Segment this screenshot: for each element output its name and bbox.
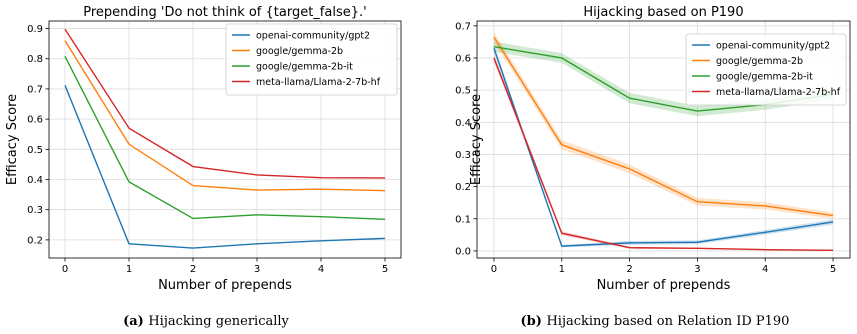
y-tick-label: 0.5 <box>27 145 43 156</box>
plot-frame <box>476 20 851 259</box>
series-line <box>64 56 386 221</box>
plot-frame <box>48 20 402 259</box>
series-line <box>64 40 386 192</box>
y-tick-label: 0.2 <box>455 182 471 193</box>
y-axis-label: Efficacy Score <box>469 94 484 185</box>
x-tick-label: 4 <box>318 264 324 275</box>
x-tick-label: 0 <box>62 264 68 275</box>
y-tick-label: 0.4 <box>455 118 471 129</box>
x-tick-label: 1 <box>559 264 565 275</box>
y-tick-label: 0.3 <box>455 150 471 161</box>
legend-entry: openai-community/gpt2 <box>716 41 830 52</box>
y-tick-label: 0.8 <box>27 54 43 65</box>
x-tick-label: 2 <box>626 264 632 275</box>
caption-text: Hijacking based on Relation ID P190 <box>546 314 789 329</box>
legend-box <box>225 23 398 96</box>
y-tick-label: 0.6 <box>27 115 43 126</box>
legend: openai-community/gpt2 google/gemma-2b goog… <box>225 23 398 96</box>
x-axis-label: Number of prepends <box>158 278 292 293</box>
legend-entry: google/gemma-2b <box>716 56 803 67</box>
y-tick-label: 0.7 <box>455 21 471 32</box>
legend-entry: openai-community/gpt2 <box>256 31 370 42</box>
y-tick-label: 0.3 <box>27 205 43 216</box>
series-ci-band <box>493 32 834 219</box>
x-tick-label: 0 <box>491 264 497 275</box>
legend: openai-community/gpt2 google/gemma-2b goog… <box>685 33 847 106</box>
y-tick-label: 0.7 <box>27 84 43 95</box>
caption-text: Hijacking generically <box>148 314 289 329</box>
legend-entry: meta-llama/Llama-2-7b-hf <box>716 87 841 98</box>
caption-label: (a) <box>123 314 148 329</box>
series-line <box>64 28 386 179</box>
x-tick-label: 1 <box>126 264 132 275</box>
legend-entry: google/gemma-2b-it <box>716 72 813 83</box>
series-line <box>493 57 834 251</box>
series-line <box>493 48 834 247</box>
y-tick-label: 0.6 <box>455 53 471 64</box>
figure-caption: (b) Hijacking based on Relation ID P190 <box>521 314 790 329</box>
legend-entry: google/gemma-2b-it <box>256 62 353 73</box>
x-tick-label: 3 <box>694 264 700 275</box>
chart-title: Hijacking based on P190 <box>583 5 743 20</box>
caption-label: (b) <box>521 314 547 329</box>
y-tick-label: 0.5 <box>455 86 471 97</box>
figure-caption: (a) Hijacking generically <box>123 314 289 329</box>
x-tick-label: 4 <box>762 264 768 275</box>
y-axis-label: Efficacy Score <box>5 94 20 185</box>
y-tick-label: 0.2 <box>27 235 43 246</box>
chart-panel-1: 0 1 2 3 4 5 0.2 0.3 0.4 0.5 0.6 0.7 0.8 0.9 Prepending… <box>5 5 402 329</box>
y-tick-label: 0.0 <box>455 246 471 257</box>
y-tick-label: 0.4 <box>27 175 43 186</box>
y-tick-label: 0.1 <box>455 214 471 225</box>
x-tick-label: 3 <box>254 264 260 275</box>
x-tick-label: 5 <box>382 264 388 275</box>
x-tick-label: 2 <box>190 264 196 275</box>
legend-box <box>685 33 847 106</box>
series-line <box>493 36 834 217</box>
legend-entry: google/gemma-2b <box>256 46 343 57</box>
series-line <box>64 85 386 249</box>
chart-panel-2: 0 1 2 3 4 5 0.0 0.1 0.2 0.3 0.4 0.5 0.6 0.7 Hijacking … <box>455 5 851 329</box>
y-tick-label: 0.9 <box>27 24 43 35</box>
legend-entry: meta-llama/Llama-2-7b-hf <box>256 77 381 88</box>
series-ci-band <box>493 41 834 117</box>
x-axis-label: Number of prepends <box>597 278 731 293</box>
chart-title: Prepending 'Do not think of {target_fals… <box>83 5 366 20</box>
x-tick-label: 5 <box>830 264 836 275</box>
